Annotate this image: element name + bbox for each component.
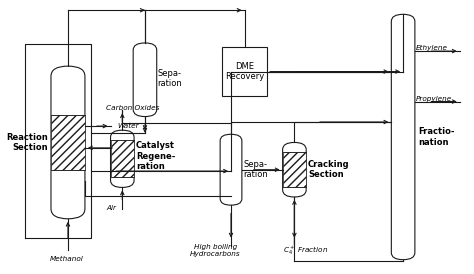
FancyBboxPatch shape [51, 66, 85, 219]
Text: Sepa-
ration: Sepa- ration [244, 160, 268, 179]
Text: Ethylene: Ethylene [416, 45, 448, 51]
Text: Sepa-
ration: Sepa- ration [158, 69, 182, 88]
Text: Air: Air [107, 205, 117, 211]
Text: DME
Recovery: DME Recovery [225, 62, 264, 81]
FancyBboxPatch shape [283, 142, 306, 197]
Text: Carbon Oxides: Carbon Oxides [107, 105, 160, 111]
Text: Catalyst
Regene-
ration: Catalyst Regene- ration [136, 141, 175, 171]
Text: Cracking
Section: Cracking Section [308, 160, 350, 179]
Text: High boiling
Hydrocarbons: High boiling Hydrocarbons [190, 244, 240, 257]
Text: Fractio-
nation: Fractio- nation [418, 127, 455, 147]
Bar [110, 141, 134, 177]
Bar [283, 152, 306, 187]
Text: Propylene: Propylene [416, 96, 453, 102]
Text: $C_4^+$ Fraction: $C_4^+$ Fraction [283, 245, 328, 257]
FancyBboxPatch shape [392, 14, 415, 260]
Text: Reaction
Section: Reaction Section [6, 133, 47, 152]
FancyBboxPatch shape [220, 134, 242, 205]
FancyBboxPatch shape [110, 130, 134, 187]
Text: Methanol: Methanol [50, 256, 83, 262]
Bar [51, 115, 85, 170]
Bar [222, 47, 267, 96]
FancyBboxPatch shape [133, 43, 157, 116]
Text: Water: Water [118, 123, 139, 129]
